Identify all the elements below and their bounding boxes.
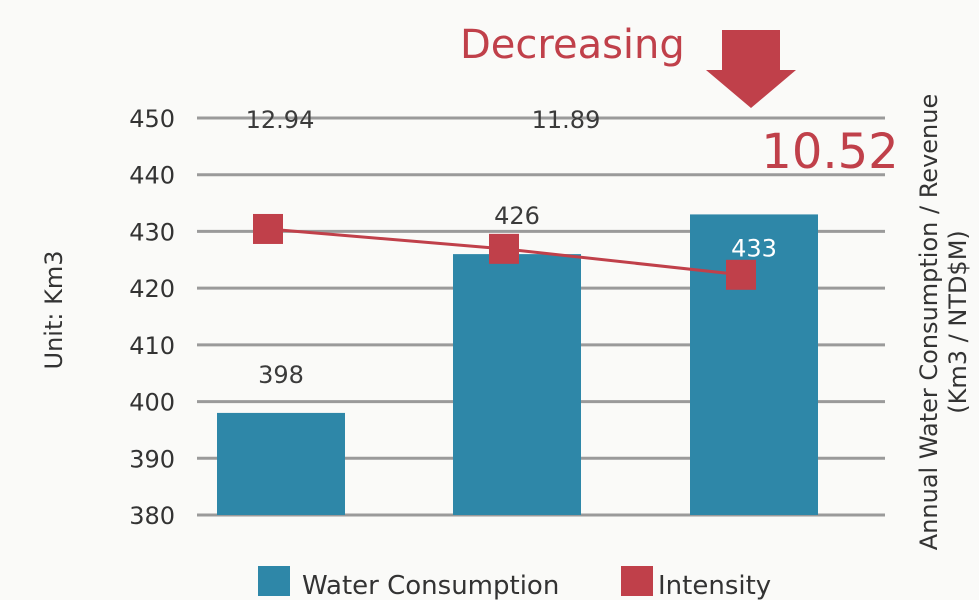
legend-water-label: Water Consumption <box>302 571 559 600</box>
bar-data-label: 433 <box>731 234 777 262</box>
intensity-line <box>253 213 756 290</box>
y-tick-label: 390 <box>129 445 175 473</box>
y-tick-label: 450 <box>129 105 175 133</box>
data-labels: 398 426 433 12.94 11.89 10.52 <box>246 106 899 389</box>
y-tick-label: 440 <box>129 162 175 190</box>
intensity-marker <box>489 233 519 264</box>
intensity-data-label: 12.94 <box>246 106 315 134</box>
intensity-marker <box>726 259 756 290</box>
bar-data-label: 398 <box>258 361 304 389</box>
y-tick-label: 400 <box>129 389 175 417</box>
y-axis-title: Unit: Km3 <box>40 251 68 370</box>
bars <box>217 214 818 515</box>
bar-water-consumption <box>217 412 345 515</box>
intensity-marker <box>253 213 283 244</box>
down-arrow-icon <box>706 30 796 108</box>
y-tick-label: 420 <box>129 275 175 303</box>
legend-intensity-label: Intensity <box>658 571 771 600</box>
y-tick-label: 380 <box>129 502 175 530</box>
y-tick-label: 410 <box>129 332 175 360</box>
y2-axis-title-line1: Annual Water Consumption / Revenue <box>915 94 943 550</box>
y-tick-label: 430 <box>129 218 175 246</box>
legend-water-swatch <box>258 566 290 596</box>
intensity-data-label: 10.52 <box>761 124 898 180</box>
y-axis-ticks: 450 440 430 420 410 400 390 380 <box>129 105 175 530</box>
y2-axis-title-line2: (Km3 / NTD$M) <box>944 230 972 414</box>
intensity-data-label: 11.89 <box>532 106 601 134</box>
bar-water-consumption <box>453 254 581 515</box>
legend: Water Consumption Intensity <box>258 566 771 600</box>
decreasing-annotation: Decreasing <box>460 22 685 68</box>
bar-data-label: 426 <box>494 202 540 230</box>
legend-intensity-swatch <box>621 566 653 596</box>
